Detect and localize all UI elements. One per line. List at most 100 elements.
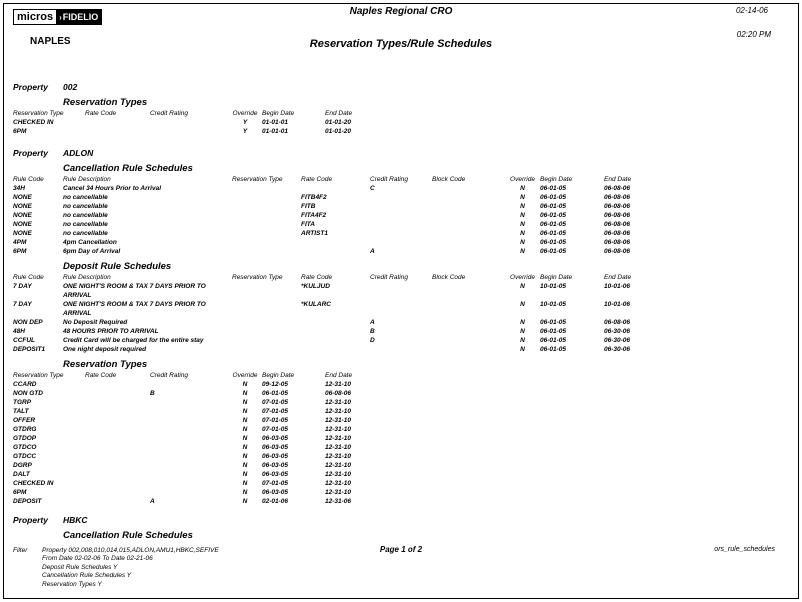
- column-header: Rule Description: [63, 176, 111, 183]
- column-header: Override: [510, 176, 535, 183]
- table-row: CHECKED IN N 07-01-05 12-31-10: [13, 480, 791, 489]
- table-cell: N: [242, 461, 248, 469]
- table-cell: NON DEP: [13, 318, 43, 326]
- table-cell: 01-01-01: [262, 128, 289, 135]
- table-cell: DGRP: [13, 461, 32, 469]
- table-cell: 10-01-06: [604, 283, 631, 290]
- table-cell: no cancellable: [63, 212, 108, 219]
- table-cell: 12-31-10: [325, 452, 352, 460]
- table-row: NONE no cancellable FITA4F2 N 06-01-05 06-08-…: [13, 212, 791, 221]
- table-cell: 06-08-06: [604, 230, 631, 237]
- table-row: 7 DAY ONE NIGHT'S ROOM & TAX 7 DAYS PRIOR…: [13, 283, 791, 301]
- table-title: Reservation Types: [63, 358, 148, 370]
- property-line: Property ADLON: [13, 148, 791, 158]
- table-cell: *KULJUD: [301, 283, 330, 290]
- filter-label: Filter: [13, 547, 28, 554]
- table-cell: TALT: [13, 407, 29, 415]
- column-header: End Date: [604, 176, 632, 183]
- table-cell: 06-08-06: [604, 212, 631, 219]
- column-header: Begin Date: [262, 371, 295, 379]
- table-cell: GTDCO: [13, 443, 37, 451]
- table-cell: ARTIST1: [301, 230, 328, 237]
- report-title: Reservation Types/Rule Schedules: [309, 38, 493, 50]
- table-row: GTDRG N 07-01-05 12-31-10: [13, 426, 791, 435]
- table-row: NONE no cancellable FITB4F2 N 06-01-05 06-08-…: [13, 194, 791, 203]
- column-header: Credit Rating: [370, 274, 408, 281]
- column-header: Begin Date: [540, 176, 573, 183]
- table-row: TGRP N 07-01-05 12-31-10: [13, 399, 791, 408]
- column-header: Rate Code: [85, 371, 117, 379]
- table-row: 7 DAY ONE NIGHT'S ROOM & TAX 7 DAYS PRIOR…: [13, 301, 791, 319]
- table-cell: No Deposit Required: [63, 318, 128, 326]
- table-cell: 6PM: [13, 488, 27, 496]
- column-header: Rate Code: [301, 176, 333, 183]
- table-cell: 06-08-06: [604, 248, 631, 255]
- table-cell: 06-08-06: [604, 203, 631, 210]
- property-code: 002: [63, 82, 78, 92]
- table-cell: N: [520, 283, 525, 290]
- column-header: Rule Description: [63, 274, 111, 281]
- table-cell: NONE: [13, 212, 32, 219]
- table-row: 6PM N 06-03-05 12-31-10: [13, 489, 791, 498]
- table-header-row: Reservation Type Rate Code Credit Rating Ov…: [13, 110, 791, 119]
- table-cell: 06-01-05: [540, 221, 567, 228]
- property-line: Property 002: [13, 82, 791, 92]
- table-row: OFFER N 07-01-05 12-31-10: [13, 417, 791, 426]
- table-row: GTDCC N 06-03-05 12-31-10: [13, 453, 791, 462]
- table-cell: 12-31-10: [325, 461, 352, 469]
- table-cell: 06-03-05: [262, 461, 289, 469]
- report-date: 02-14-06: [735, 6, 768, 15]
- table-cell: CHECKED IN: [13, 119, 54, 126]
- table-cell: 06-08-06: [325, 389, 352, 397]
- table-cell: 12-31-10: [325, 470, 352, 478]
- table-cell: NONE: [13, 230, 32, 237]
- table-cell: 07-01-05: [262, 479, 289, 487]
- column-header: Reservation Type: [13, 110, 64, 117]
- table-cell: FITB: [301, 203, 316, 210]
- column-header: End Date: [325, 110, 353, 117]
- table-row: TALT N 07-01-05 12-31-10: [13, 408, 791, 417]
- table-cell: N: [520, 327, 525, 335]
- table-cell: 06-03-05: [262, 488, 289, 496]
- report-body: Property 002 Reservation Types Reservation …: [13, 82, 791, 541]
- table-row: DEPOSIT1 One night deposit required N 06-01…: [13, 346, 791, 355]
- table-cell: A: [150, 497, 155, 505]
- table-cell: N: [520, 318, 525, 326]
- table-header-row: Rule Code Rule Description Reservation Typ…: [13, 274, 791, 283]
- table-cell: 06-03-05: [262, 434, 289, 442]
- table-cell: N: [242, 398, 248, 406]
- property-label: Property: [13, 148, 48, 158]
- column-header: Override: [510, 274, 535, 281]
- table-cell: N: [242, 425, 248, 433]
- table-cell: 06-01-05: [262, 389, 289, 397]
- column-header: Credit Rating: [370, 176, 408, 183]
- table-row: DALT N 06-03-05 12-31-10: [13, 471, 791, 480]
- table-cell: N: [242, 380, 248, 388]
- table-cell: Cancel 34 Hours Prior to Arrival: [63, 185, 162, 192]
- table-cell: FITB4F2: [301, 194, 327, 201]
- table-cell: ONE NIGHT'S ROOM & TAX 7 DAYS PRIOR TO A…: [63, 300, 206, 317]
- column-header: Begin Date: [540, 274, 573, 281]
- table-cell: 12-31-10: [325, 434, 352, 442]
- table-cell: N: [242, 452, 248, 460]
- filter-line: Reservation Types Y: [42, 580, 102, 588]
- table-cell: 07-01-05: [262, 398, 289, 406]
- table-cell: DEPOSIT: [13, 497, 42, 505]
- table-title: Cancellation Rule Schedules: [63, 529, 193, 541]
- report-id: ors_rule_schedules: [714, 546, 775, 553]
- table-cell: 01-01-01: [262, 119, 289, 126]
- table-cell: N: [242, 407, 248, 415]
- page-number: Page 1 of 2: [379, 545, 423, 554]
- table-cell: 06-08-06: [604, 194, 631, 201]
- table-cell: 06-01-05: [540, 212, 567, 219]
- column-header: Begin Date: [262, 110, 295, 117]
- table-cell: OFFER: [13, 416, 36, 424]
- table-cell: 06-01-05: [540, 336, 567, 344]
- table-cell: N: [242, 488, 248, 496]
- table-cell: 06-03-05: [262, 452, 289, 460]
- table-cell: N: [520, 185, 525, 192]
- table-cell: 06-30-06: [604, 336, 631, 344]
- table-title: Cancellation Rule Schedules: [63, 163, 193, 174]
- table-cell: 07-01-05: [262, 425, 289, 433]
- table-cell: N: [520, 221, 525, 228]
